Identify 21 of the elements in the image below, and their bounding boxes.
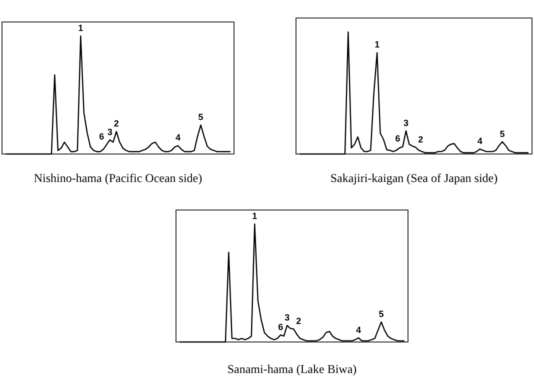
annotation: 4: [356, 324, 362, 335]
annotation: 6: [278, 322, 284, 332]
text: Nishino-hama (Pacific Ocean side): [34, 171, 202, 185]
annotation: 1: [374, 40, 380, 50]
annotation: 1: [78, 23, 84, 33]
annotation: 6: [99, 132, 104, 142]
annotation: 3: [284, 312, 290, 322]
annotation: 5: [500, 128, 505, 139]
annotation: 4: [176, 132, 181, 143]
annotation: 2: [296, 316, 302, 326]
annotation: 5: [378, 308, 384, 319]
annotation: 3: [403, 118, 408, 128]
annotation: 3: [107, 126, 112, 137]
annotation: 2: [114, 118, 119, 129]
annotation: 4: [477, 136, 482, 146]
text: Sanami-hama (Lake Biwa): [227, 362, 357, 376]
annotation: 1: [252, 211, 258, 221]
text: Sakajiri-kaigan (Sea of Japan side): [330, 171, 498, 185]
annotation: 5: [198, 112, 204, 122]
annotation: 2: [418, 134, 424, 144]
annotation: 6: [395, 134, 400, 144]
